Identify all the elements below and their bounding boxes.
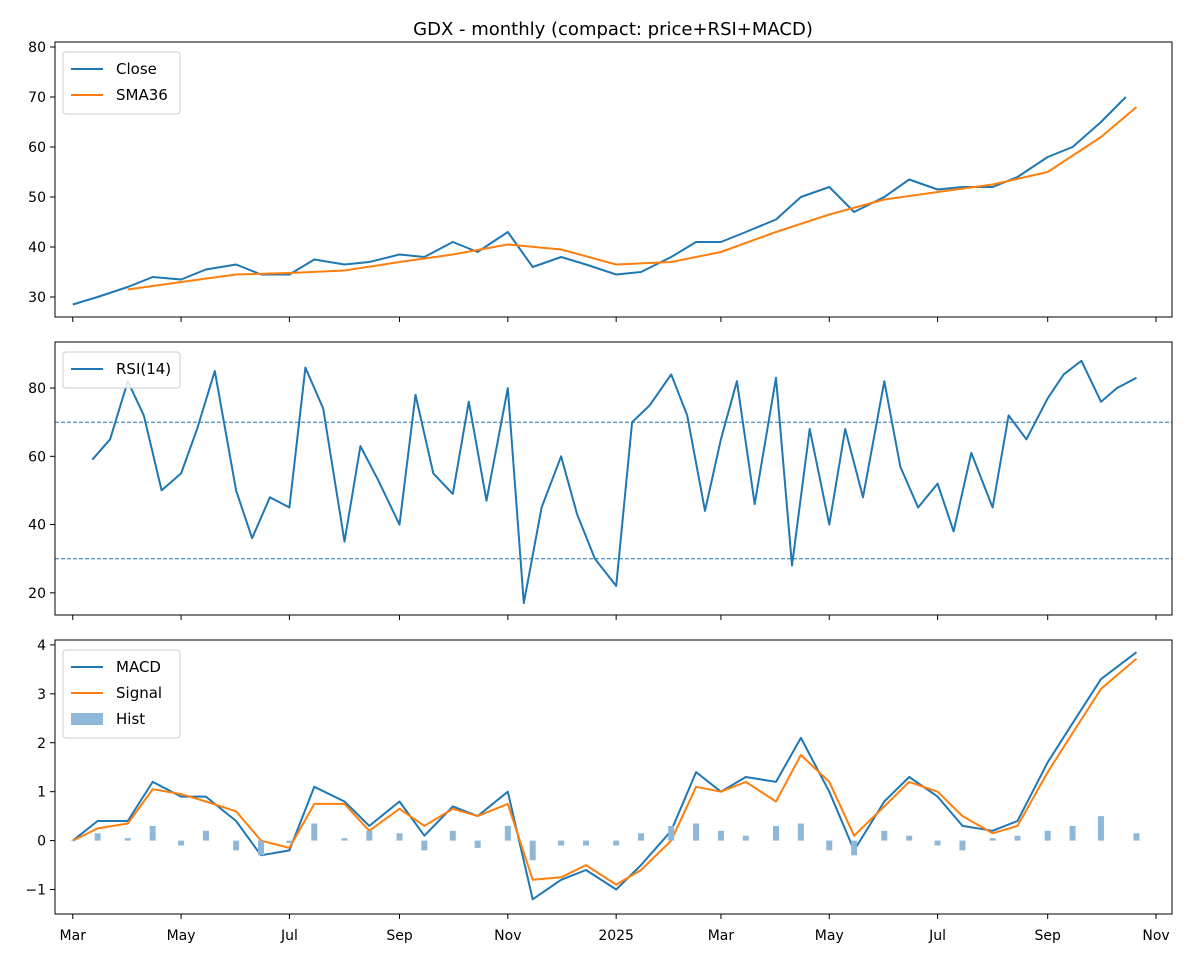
macd-hist-bar xyxy=(668,825,675,841)
macd-hist-bar xyxy=(1044,830,1051,841)
x-tick-label: Nov xyxy=(494,928,521,944)
macd-y-tick-label: 1 xyxy=(37,785,46,801)
macd-hist-bar xyxy=(613,840,620,846)
macd-legend-label-macd: MACD xyxy=(116,658,161,676)
panels: 30 40 50 60 70 80 Close SMA36 20 40 60 80 RSI(14) −1 0… xyxy=(25,40,1173,944)
x-tick-label: Sep xyxy=(386,928,413,944)
price-y-tick-label: 30 xyxy=(28,290,46,306)
macd-series-signal xyxy=(72,657,1138,886)
macd-hist-bar xyxy=(1097,816,1104,841)
macd-hist-bar xyxy=(396,833,403,841)
rsi-y-tick-label: 60 xyxy=(28,449,46,465)
x-tick-label: Mar xyxy=(60,928,87,944)
price-legend-label-close: Close xyxy=(116,60,157,78)
macd-hist-bar xyxy=(529,840,536,861)
price-series-sma36 xyxy=(127,106,1138,291)
chart-title: GDX - monthly (compact: price+RSI+MACD) xyxy=(413,19,813,40)
price-y-tick-label: 50 xyxy=(28,190,46,206)
panel-rsi: 20 40 60 80 RSI(14) xyxy=(28,341,1173,620)
macd-hist-bar xyxy=(1133,833,1140,841)
x-tick-label: Nov xyxy=(1142,928,1169,944)
macd-hist-bar xyxy=(826,840,833,851)
macd-hist-bar xyxy=(504,825,511,841)
macd-hist-bar xyxy=(1014,835,1021,841)
macd-hist-bar xyxy=(202,830,209,841)
macd-hist-bar xyxy=(989,838,996,841)
macd-hist-bar xyxy=(233,840,240,851)
macd-y-tick-label: 4 xyxy=(37,638,46,654)
macd-hist-bars xyxy=(69,816,1140,861)
x-tick-label: May xyxy=(167,928,196,944)
x-tick-label: Jul xyxy=(280,928,298,944)
x-tick-label: Sep xyxy=(1034,928,1061,944)
macd-hist-bar xyxy=(959,840,966,851)
rsi-axes-frame xyxy=(54,341,1173,616)
macd-hist-bar xyxy=(1069,825,1076,841)
macd-hist-bar xyxy=(94,833,101,841)
macd-hist-bar xyxy=(474,840,481,848)
macd-hist-bar xyxy=(149,825,156,841)
rsi-y-tick-label: 40 xyxy=(28,518,46,534)
rsi-y-tick-label: 80 xyxy=(28,381,46,397)
macd-hist-bar xyxy=(421,840,428,851)
macd-hist-bar xyxy=(881,830,888,841)
macd-legend-label-hist: Hist xyxy=(116,710,145,728)
price-legend-box xyxy=(62,51,181,115)
macd-legend-label-signal: Signal xyxy=(116,684,162,702)
macd-hist-bar xyxy=(178,840,185,846)
macd-hist-bar xyxy=(124,838,131,841)
price-series-close xyxy=(72,96,1127,306)
price-legend: Close SMA36 xyxy=(62,51,181,115)
x-tick-label: Mar xyxy=(708,928,735,944)
macd-hist-bar xyxy=(742,835,749,841)
panel-price: 30 40 50 60 70 80 Close SMA36 xyxy=(28,40,1173,322)
macd-legend: MACD Signal Hist xyxy=(62,649,181,739)
macd-hist-bar xyxy=(341,838,348,841)
macd-y-tick-label: 2 xyxy=(37,736,46,752)
macd-hist-bar xyxy=(717,830,724,841)
price-y-tick-label: 80 xyxy=(28,40,46,56)
macd-y-tick-label: 3 xyxy=(37,687,46,703)
price-y-tick-label: 70 xyxy=(28,90,46,106)
rsi-legend-box xyxy=(62,351,181,389)
macd-hist-bar xyxy=(934,840,941,846)
price-y-tick-label: 60 xyxy=(28,140,46,156)
macd-hist-bar xyxy=(797,823,804,841)
macd-hist-bar xyxy=(286,840,293,844)
macd-hist-bar xyxy=(772,825,779,841)
macd-y-tick-label: 0 xyxy=(37,834,46,850)
macd-hist-bar xyxy=(311,823,318,841)
panel-macd: −1 0 1 2 3 4 Mar May Jul Sep Nov 2025 Mar May Jul Sep No… xyxy=(25,638,1173,944)
macd-y-tick-label: −1 xyxy=(25,883,46,899)
rsi-series-rsi-14- xyxy=(91,359,1137,605)
rsi-legend: RSI(14) xyxy=(62,351,181,389)
price-y-tick-label: 40 xyxy=(28,240,46,256)
macd-hist-bar xyxy=(638,833,645,841)
rsi-legend-label-rsi-14-: RSI(14) xyxy=(116,360,171,378)
macd-series-macd xyxy=(72,651,1138,901)
macd-axes-frame xyxy=(54,639,1173,915)
macd-hist-bar xyxy=(69,840,76,842)
price-axes-frame xyxy=(54,41,1173,318)
macd-hist-bar xyxy=(257,840,264,856)
macd-hist-bar xyxy=(449,830,456,841)
macd-hist-bar xyxy=(366,830,373,841)
macd-hist-bar xyxy=(582,840,589,846)
x-tick-label: Jul xyxy=(928,928,946,944)
macd-hist-bar xyxy=(558,840,565,846)
x-tick-label: May xyxy=(815,928,844,944)
macd-hist-bar xyxy=(906,835,913,841)
macd-hist-bar xyxy=(693,823,700,841)
macd-hist-bar xyxy=(851,840,858,856)
x-tick-label: 2025 xyxy=(598,928,634,944)
rsi-y-tick-label: 20 xyxy=(28,586,46,602)
macd-legend-swatch-hist xyxy=(71,713,103,725)
price-legend-label-sma36: SMA36 xyxy=(116,86,168,104)
